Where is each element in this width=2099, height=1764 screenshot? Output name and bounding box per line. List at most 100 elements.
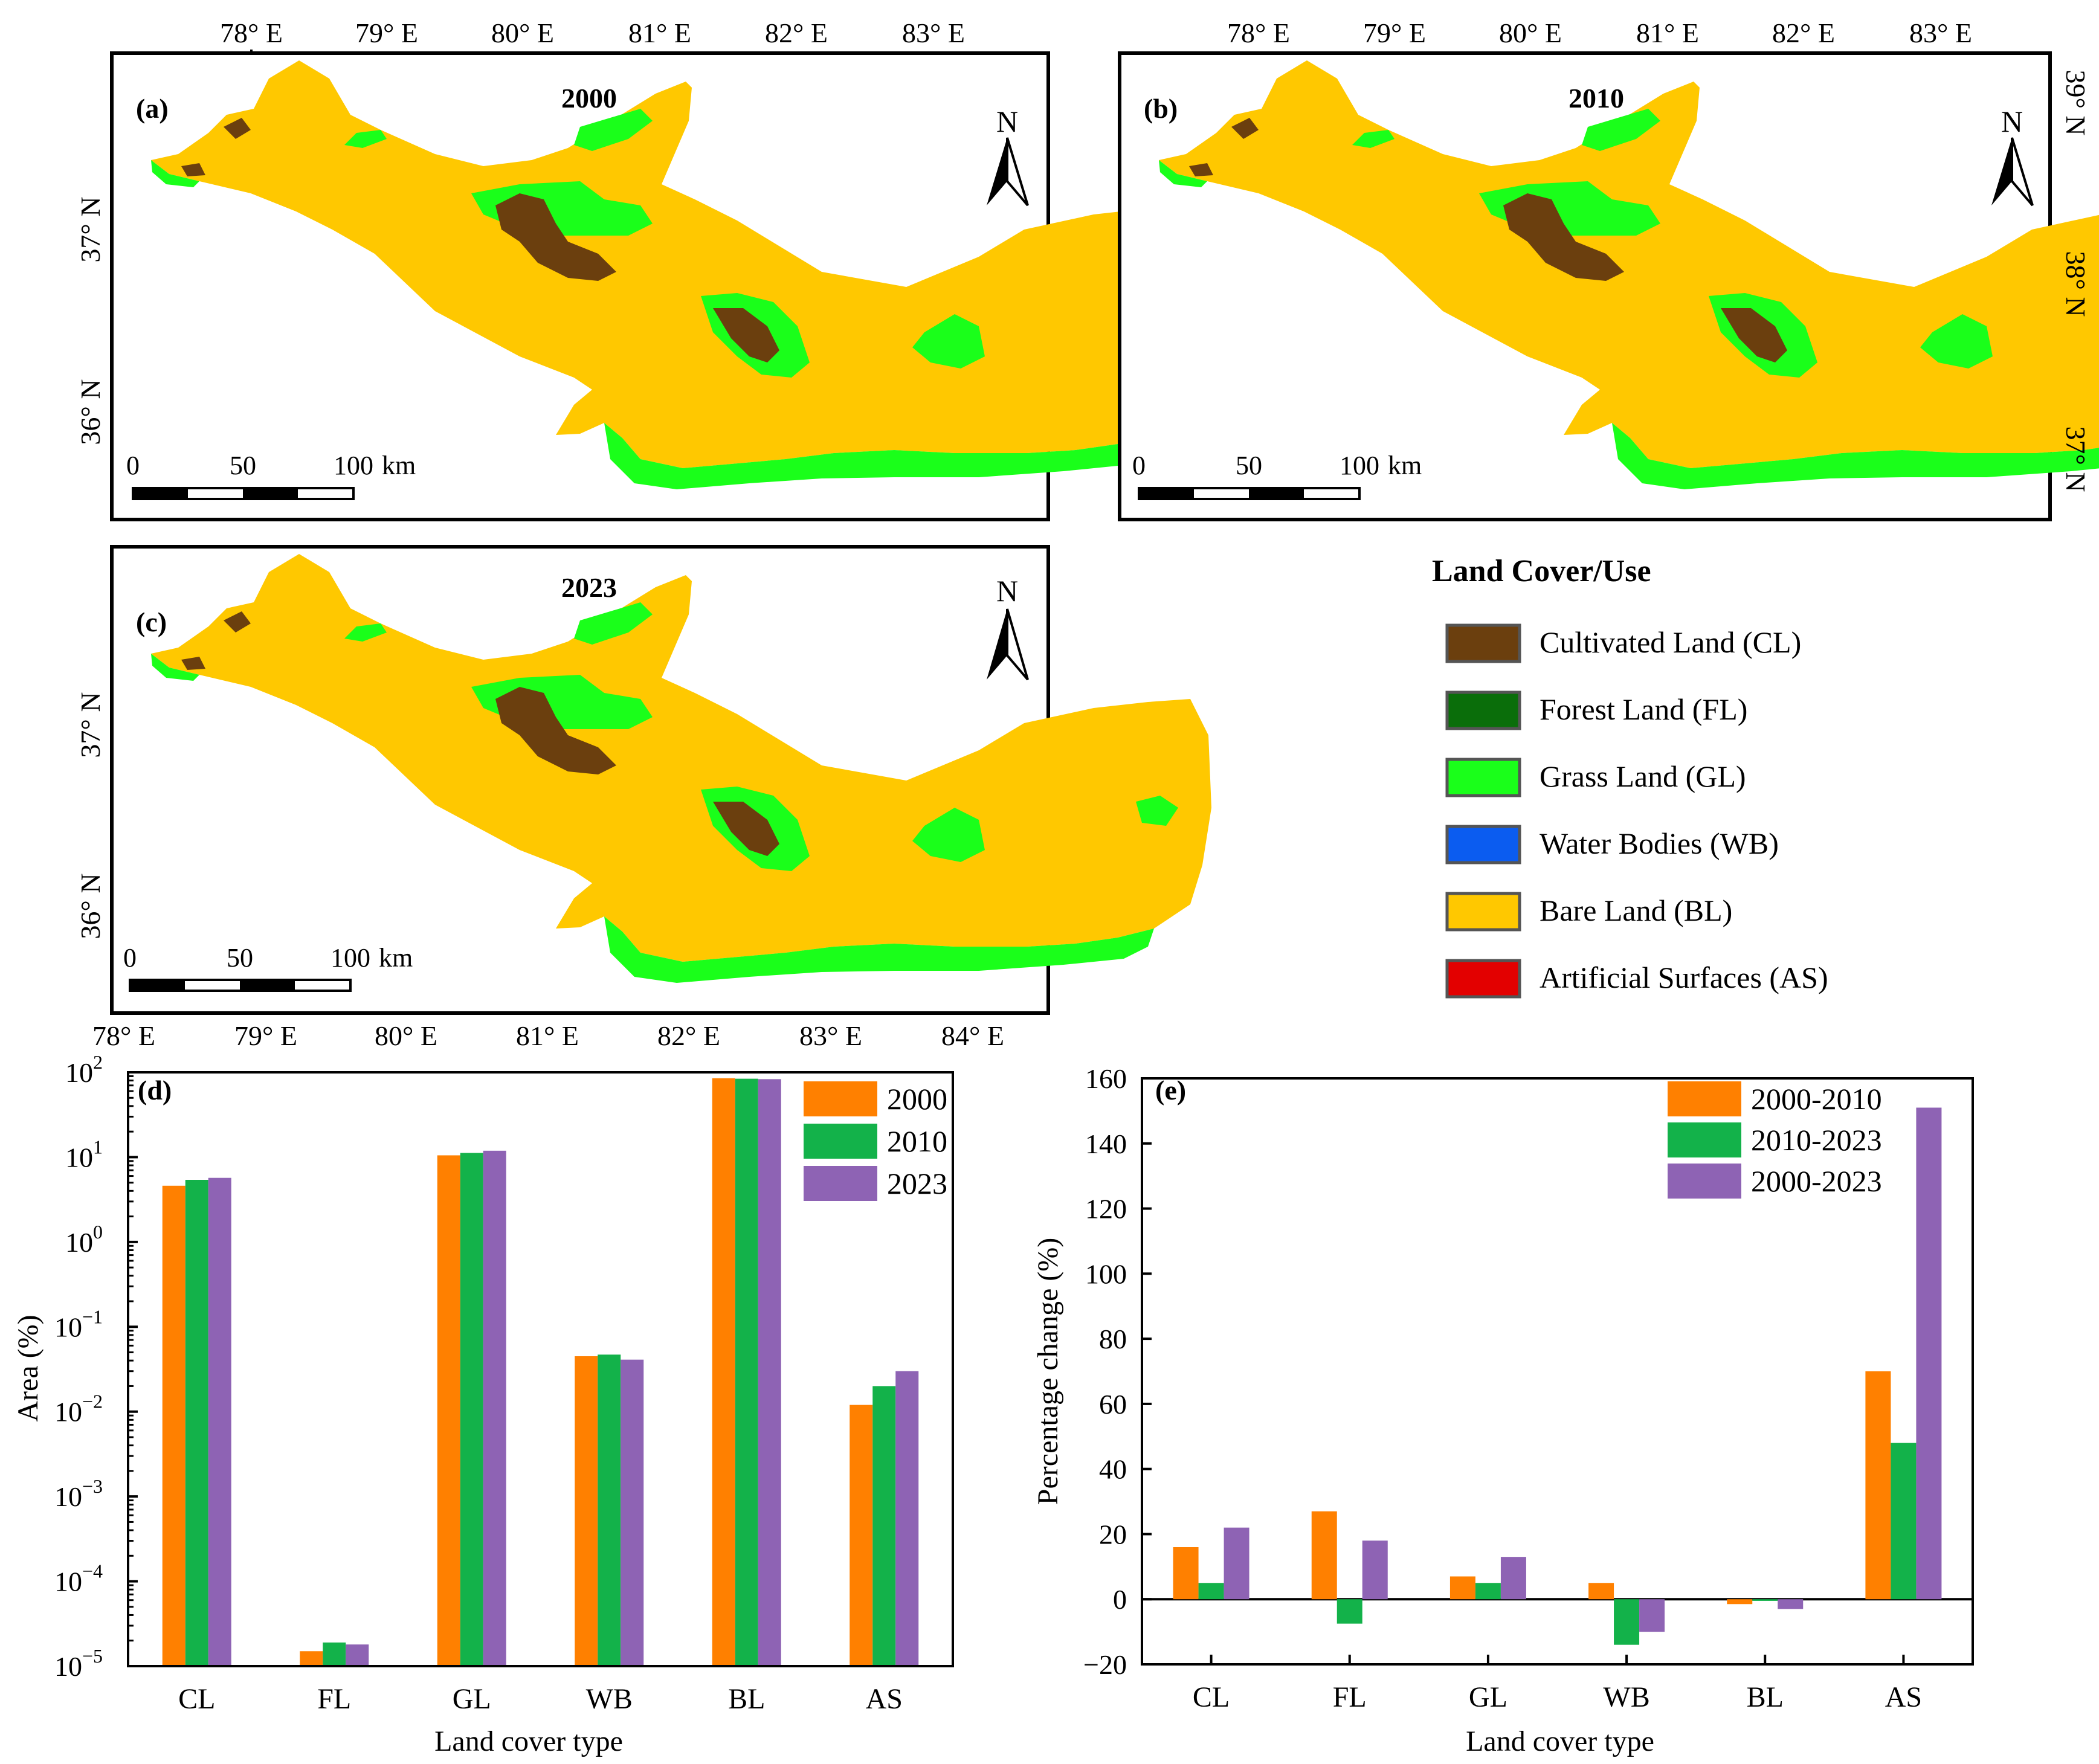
x-tick-label: FL: [317, 1683, 351, 1715]
bar-cl-2023: [208, 1177, 231, 1666]
svg-text:N: N: [996, 574, 1018, 608]
legend-swatch: [1445, 825, 1521, 864]
x-tick-label: GL: [1469, 1681, 1507, 1713]
svg-text:36° N: 36° N: [75, 873, 106, 939]
chart-legend-swatch: [804, 1124, 877, 1159]
svg-text:km: km: [382, 451, 416, 480]
chart-legend-item: 2023: [804, 1166, 947, 1201]
legend-item: Water Bodies (WB): [1445, 825, 1779, 864]
y-tick-label: 0: [1113, 1584, 1127, 1615]
chart-legend-swatch: [804, 1081, 877, 1116]
bar-as-2010: [872, 1386, 896, 1666]
x-axis-label: Land cover type: [1466, 1725, 1654, 1757]
bar-fl-2000: [300, 1651, 323, 1666]
y-tick-label: 10−2: [54, 1391, 103, 1428]
svg-text:37° N: 37° N: [75, 196, 106, 262]
right-axis-ticks: 39° N 38° N 37° N: [2060, 69, 2091, 492]
top-axis-ticks: 78° E 79° E 80° E 81° E 82° E 83° E: [1227, 18, 1972, 48]
svg-text:100: 100: [1340, 451, 1379, 480]
chart-legend-label: 2000-2023: [1751, 1164, 1882, 1198]
bar-as-2000-2023: [1916, 1107, 1942, 1600]
chart-e: (e) 160 140 120 100 80 60 40 20 0 −20 CL FL GL WB BL AS…: [1032, 1063, 1974, 1757]
legend-label: Cultivated Land (CL): [1540, 625, 1801, 659]
legend-item: Forest Land (FL): [1445, 690, 1747, 730]
y-axis-label: Area (%): [12, 1315, 44, 1421]
legend-item: Grass Land (GL): [1445, 758, 1746, 797]
bar-as-2023: [895, 1371, 919, 1666]
x-tick-label: BL: [728, 1683, 765, 1715]
x-tick-label: CL: [178, 1683, 215, 1715]
bar-wb-2010-2023: [1614, 1599, 1640, 1645]
y-tick-label: 10−1: [54, 1305, 103, 1342]
chart-legend-label: 2023: [887, 1167, 947, 1200]
bar-wb-2023: [621, 1359, 644, 1666]
x-tick-label: WB: [586, 1683, 633, 1715]
svg-text:37° N: 37° N: [75, 692, 106, 758]
bar-as-2000: [850, 1405, 873, 1666]
bar-fl-2010-2023: [1336, 1599, 1362, 1624]
svg-text:0: 0: [1132, 451, 1146, 480]
bar-cl-2010: [185, 1180, 208, 1666]
chart-legend-swatch: [1668, 1122, 1741, 1157]
bottom-axis-ticks: 78° E 79° E 80° E 81° E 82° E 83° E 84° …: [92, 1020, 1004, 1051]
map-panel-b: (b) 2010 N 0 50 100 km 78° E 79° E 80° E…: [1118, 18, 2099, 521]
svg-text:83° E: 83° E: [902, 18, 965, 48]
north-arrow: N: [987, 105, 1029, 207]
x-tick-label: AS: [1885, 1681, 1922, 1713]
bar-as-2010-2023: [1891, 1443, 1917, 1600]
map-panel-label: (a): [136, 93, 169, 124]
svg-text:80° E: 80° E: [491, 18, 554, 48]
svg-text:100: 100: [334, 451, 373, 480]
y-tick-label: 20: [1099, 1519, 1127, 1550]
bar-cl-2000: [162, 1185, 185, 1666]
legend-label: Grass Land (GL): [1540, 759, 1746, 793]
y-tick-label: 10−5: [54, 1645, 103, 1682]
svg-text:79° E: 79° E: [355, 18, 418, 48]
y-tick-label: 100: [1085, 1258, 1127, 1289]
y-tick-label: 60: [1099, 1389, 1127, 1420]
legend-swatch: [1445, 690, 1521, 730]
svg-text:79° E: 79° E: [234, 1020, 297, 1051]
svg-text:36° N: 36° N: [75, 379, 106, 445]
bar-bl-2000: [712, 1078, 735, 1666]
scale-bar: 0 50 100 km: [123, 943, 413, 992]
bar-fl-2000-2010: [1311, 1511, 1337, 1600]
chart-legend-label: 2000-2010: [1751, 1082, 1882, 1116]
chart-legend-item: 2000-2010: [1668, 1081, 1882, 1116]
chart-panel-label: (d): [138, 1075, 172, 1106]
y-tick-label: 101: [65, 1136, 103, 1173]
bar-gl-2023: [483, 1150, 506, 1666]
bar-gl-2010-2023: [1475, 1583, 1501, 1600]
map-panel-label: (c): [136, 607, 167, 637]
bar-wb-2010: [598, 1354, 621, 1666]
legend-label: Water Bodies (WB): [1540, 826, 1779, 860]
scale-bar: 0 50 100 km: [126, 451, 416, 500]
bar-fl-2000-2023: [1362, 1540, 1388, 1600]
x-tick-label: FL: [1333, 1681, 1367, 1713]
svg-text:81° E: 81° E: [1636, 18, 1699, 48]
chart-d: (d) 102 101 100 10−1 10−2 10−3 10−4 10−5 CL FL GL W…: [12, 1051, 954, 1757]
chart-legend-item: 2010-2023: [1668, 1122, 1882, 1157]
chart-legend-label: 2000: [887, 1082, 947, 1116]
bar-wb-2000-2010: [1588, 1583, 1614, 1600]
chart-panel-label: (e): [1155, 1075, 1186, 1106]
svg-text:79° E: 79° E: [1363, 18, 1426, 48]
legend-swatch: [1445, 758, 1521, 797]
chart-legend-item: 2000: [804, 1081, 947, 1116]
y-tick-label: 80: [1099, 1324, 1127, 1354]
svg-text:82° E: 82° E: [657, 1020, 720, 1051]
svg-text:78° E: 78° E: [220, 18, 283, 48]
svg-text:N: N: [2001, 105, 2023, 138]
bar-as-2000-2010: [1865, 1371, 1891, 1600]
map-panel-c: (c) 2023 N 0 50 100 km 37° N 36° N 78° E…: [75, 545, 1211, 1051]
bar-bl-2023: [758, 1079, 781, 1666]
bar-gl-2000-2010: [1449, 1576, 1475, 1600]
chart-legend-swatch: [804, 1166, 877, 1201]
top-axis-ticks: 78° E 79° E 80° E 81° E 82° E 83° E: [220, 18, 965, 53]
svg-text:km: km: [379, 943, 413, 973]
svg-text:100: 100: [330, 943, 370, 973]
svg-text:80° E: 80° E: [1499, 18, 1562, 48]
svg-text:84° E: 84° E: [941, 1020, 1004, 1051]
y-tick-label: 40: [1099, 1454, 1127, 1485]
